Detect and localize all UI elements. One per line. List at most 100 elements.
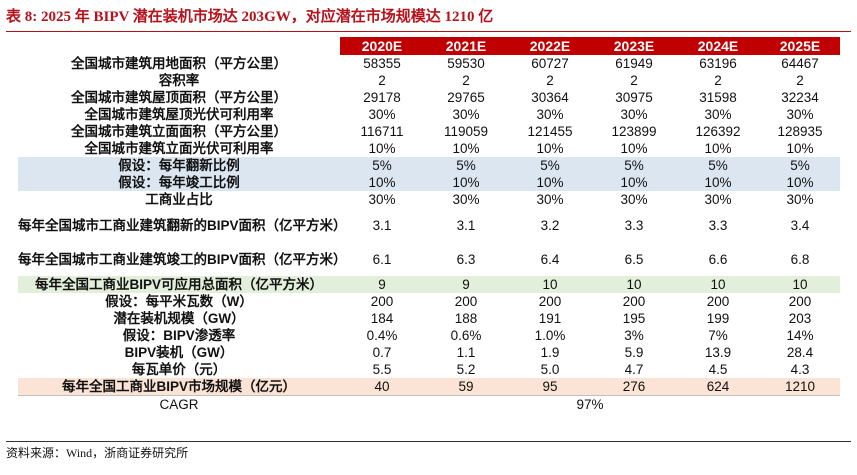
cagr-label: CAGR xyxy=(18,395,340,413)
cell: 119059 xyxy=(443,124,489,139)
header-blank xyxy=(18,37,340,55)
cell: 30% xyxy=(704,192,732,207)
cell: 0.4% xyxy=(366,328,398,343)
cell: 30% xyxy=(786,192,814,207)
cell: 4.7 xyxy=(624,362,644,377)
cagr-value: 97% xyxy=(340,395,840,413)
cell: 13.9 xyxy=(704,345,732,360)
row-label: 全国城市建筑屋顶面积（平方公里） xyxy=(71,90,287,105)
table-title: 表 8: 2025 年 BIPV 潜在装机市场达 203GW，对应潜在市场规模达… xyxy=(6,9,494,25)
cell: 5% xyxy=(508,157,592,174)
row-label: 全国城市建筑屋顶光伏可利用率 xyxy=(84,107,274,122)
header-year: 2024E xyxy=(676,37,760,55)
cagr-row: CAGR 97% xyxy=(18,395,840,413)
cell: 1.1 xyxy=(456,345,476,360)
table-row: 每年全国城市工商业建筑翻新的BIPV面积（亿平方米） 3.1 3.1 3.2 3… xyxy=(18,208,840,242)
cell: 10 xyxy=(760,276,840,293)
table-row: 假设：每平米瓦数（W） 200 200 200 200 200 200 xyxy=(18,293,840,310)
cell: 2 xyxy=(630,73,638,88)
cell: 10% xyxy=(424,174,508,191)
cell: 58355 xyxy=(363,56,401,71)
cell: 123899 xyxy=(611,124,657,139)
cell: 95 xyxy=(508,378,592,396)
title-divider xyxy=(6,31,851,32)
cell: 7% xyxy=(708,328,728,343)
cell: 200 xyxy=(454,294,478,309)
cell: 5% xyxy=(592,157,676,174)
cell: 3.3 xyxy=(708,217,728,233)
cell: 2 xyxy=(796,73,804,88)
cell: 188 xyxy=(454,311,478,326)
cell: 10% xyxy=(620,141,648,156)
cell: 10% xyxy=(676,174,760,191)
cell: 30% xyxy=(452,192,480,207)
cell: 30% xyxy=(368,107,396,122)
cell: 199 xyxy=(706,311,730,326)
bipv-market-table: 2020E 2021E 2022E 2023E 2024E 2025E 全国城市… xyxy=(18,37,840,413)
row-label: BIPV装机（GW） xyxy=(124,345,234,360)
cell: 128935 xyxy=(777,124,823,139)
cell: 276 xyxy=(592,378,676,396)
cell: 4.3 xyxy=(790,362,810,377)
row-label: 全国城市建筑用地面积（平方公里） xyxy=(71,56,287,71)
cell: 5.0 xyxy=(540,362,560,377)
cell: 40 xyxy=(340,378,424,396)
cell: 6.5 xyxy=(624,251,644,267)
cell: 64467 xyxy=(781,56,819,71)
cell: 3.1 xyxy=(372,217,392,233)
cell: 10% xyxy=(704,141,732,156)
table-row: BIPV装机（GW） 0.7 1.1 1.9 5.9 13.9 28.4 xyxy=(18,344,840,361)
cell: 63196 xyxy=(699,56,737,71)
cell: 126392 xyxy=(695,124,741,139)
cell: 0.6% xyxy=(450,328,482,343)
table-row: 全国城市建筑屋顶面积（平方公里） 29178 29765 30364 30975… xyxy=(18,89,840,106)
row-label: 假设：每平米瓦数（W） xyxy=(105,294,253,309)
cell: 61949 xyxy=(615,56,653,71)
cell: 200 xyxy=(370,294,394,309)
cell: 29178 xyxy=(363,90,401,105)
header-row: 2020E 2021E 2022E 2023E 2024E 2025E xyxy=(18,37,840,55)
cell: 5% xyxy=(676,157,760,174)
row-label: 每年全国城市工商业建筑竣工的BIPV面积（亿平方米） xyxy=(18,251,340,267)
cell: 28.4 xyxy=(786,345,814,360)
cell: 10% xyxy=(760,174,840,191)
cell: 3.4 xyxy=(790,217,810,233)
assumption-row: 假设：每年翻新比例 5% 5% 5% 5% 5% 5% xyxy=(18,157,840,174)
cell: 6.3 xyxy=(456,251,476,267)
cell: 2 xyxy=(714,73,722,88)
cell: 195 xyxy=(622,311,646,326)
table-row: 容积率 2 2 2 2 2 2 xyxy=(18,72,840,89)
cell: 59 xyxy=(424,378,508,396)
cell: 30% xyxy=(620,192,648,207)
cell: 200 xyxy=(538,294,562,309)
cell: 6.4 xyxy=(540,251,560,267)
row-label: 全国城市建筑立面光伏可利用率 xyxy=(84,141,274,156)
highlight-row: 每年全国工商业BIPV市场规模（亿元） 40 59 95 276 624 121… xyxy=(18,378,840,396)
cell: 30% xyxy=(786,107,814,122)
cell: 10% xyxy=(786,141,814,156)
cell: 121455 xyxy=(527,124,573,139)
cell: 14% xyxy=(786,328,814,343)
cell: 10% xyxy=(368,141,396,156)
cell: 200 xyxy=(788,294,812,309)
row-label: 假设：每年竣工比例 xyxy=(18,174,340,191)
cell: 30% xyxy=(620,107,648,122)
row-label: 每年全国城市工商业建筑翻新的BIPV面积（亿平方米） xyxy=(18,217,340,233)
row-label: 潜在装机规模（GW） xyxy=(113,311,245,326)
row-label: 每年全国工商业BIPV可应用总面积（亿平方米） xyxy=(18,276,340,293)
cell: 5% xyxy=(424,157,508,174)
table-row: 假设：BIPV渗透率 0.4% 0.6% 1.0% 3% 7% 14% xyxy=(18,327,840,344)
row-label: 工商业占比 xyxy=(145,192,213,207)
cell: 1.0% xyxy=(534,328,566,343)
header-year: 2022E xyxy=(508,37,592,55)
cell: 10 xyxy=(508,276,592,293)
cell: 10% xyxy=(536,141,564,156)
cell: 30975 xyxy=(615,90,653,105)
cell: 10% xyxy=(592,174,676,191)
cell: 30364 xyxy=(531,90,569,105)
cell: 191 xyxy=(538,311,562,326)
table-row: 每瓦单价（元） 5.5 5.2 5.0 4.7 4.5 4.3 xyxy=(18,361,840,378)
cell: 2 xyxy=(462,73,470,88)
row-label: 每瓦单价（元） xyxy=(131,362,227,377)
cell: 32234 xyxy=(781,90,819,105)
